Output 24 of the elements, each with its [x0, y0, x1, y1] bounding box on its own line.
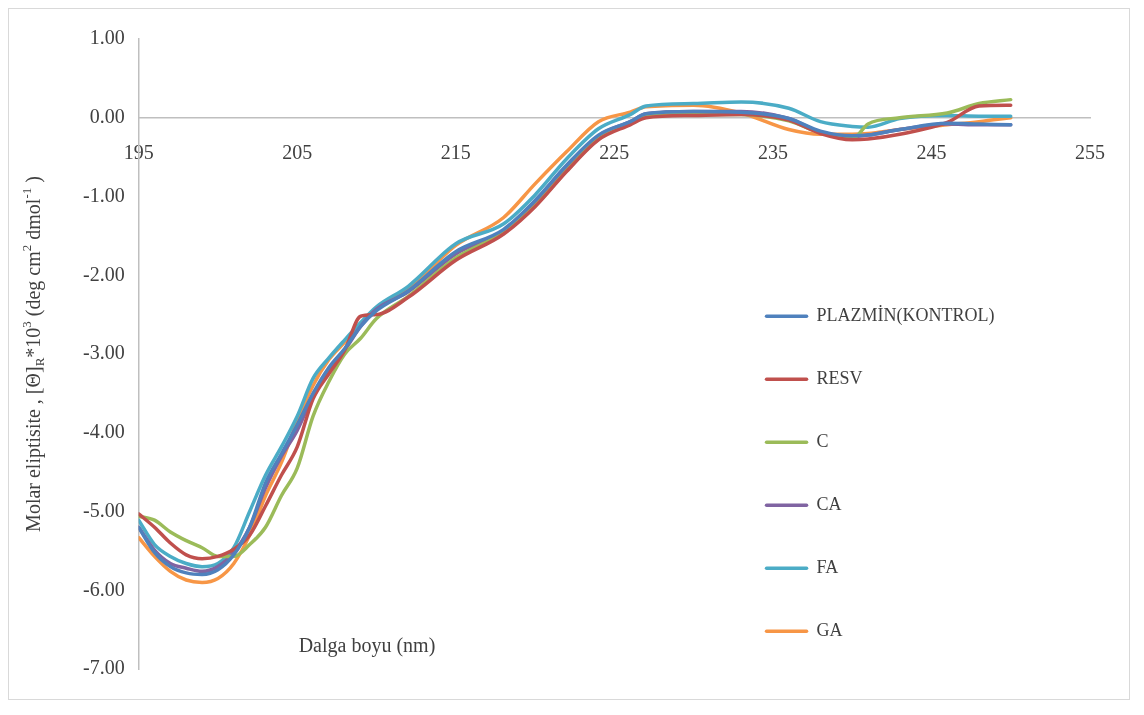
y-tick-label: -2.00 — [82, 262, 125, 285]
legend-label: CA — [816, 493, 842, 514]
y-tick-label: 1.00 — [89, 26, 125, 49]
x-axis-title: Dalga boyu (nm) — [298, 634, 436, 658]
x-tick-label: 255 — [1075, 141, 1105, 163]
y-tick-label: -5.00 — [82, 498, 125, 521]
text: Molar eliptisite , [Θ]R*103 (deg cm2 dmol-1 ) — [19, 176, 48, 532]
legend-label: PLAZMİN(KONTROL) — [816, 304, 995, 326]
legend-label: GA — [816, 619, 843, 640]
y-tick-label: -6.00 — [82, 577, 125, 600]
x-tick-label: 225 — [599, 141, 630, 163]
y-tick-label: -3.00 — [82, 341, 125, 364]
x-tick-label: 205 — [282, 141, 313, 163]
legend-label: RESV — [816, 367, 863, 388]
x-tick-label: 215 — [440, 141, 471, 163]
legend-label: FA — [816, 556, 839, 577]
y-tick-label: -1.00 — [82, 183, 125, 206]
x-tick-label: 235 — [757, 141, 788, 163]
x-tick-label: 245 — [916, 141, 947, 163]
y-tick-label: -4.00 — [82, 420, 125, 442]
y-tick-label: 0.00 — [89, 105, 125, 127]
legend-label: C — [816, 430, 829, 451]
x-tick-label: 195 — [123, 141, 154, 163]
y-tick-label: -7.00 — [82, 656, 125, 679]
